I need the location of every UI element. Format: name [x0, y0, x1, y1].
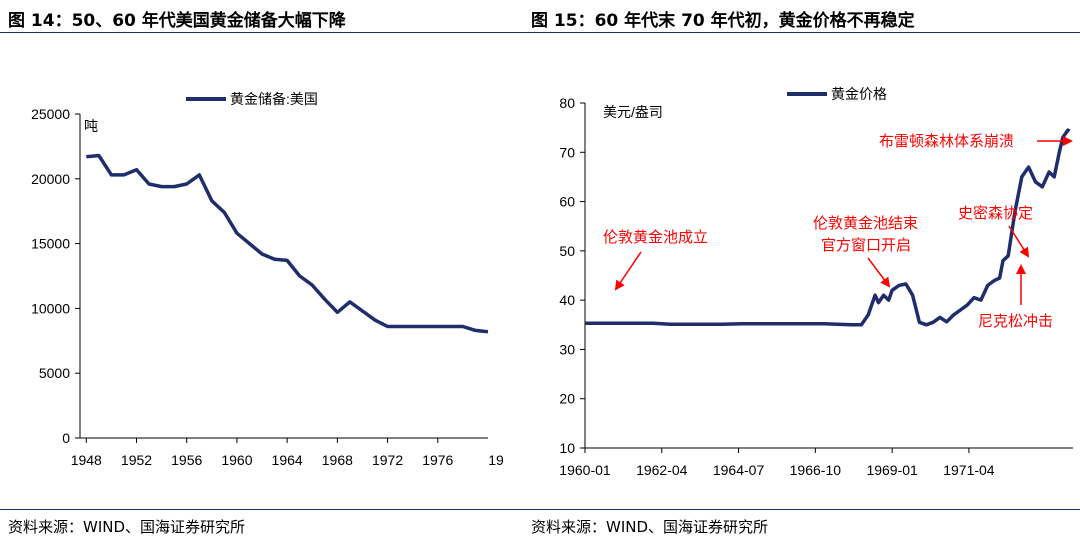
right-legend: 黄金价格: [787, 86, 887, 102]
left-y-tick-label: 15000: [31, 236, 70, 252]
right-axes: 10 20 30 40 50 60 70 80 1960-01 1962-04 1964-07 196…: [559, 95, 1073, 478]
left-y-tick-label: 10000: [31, 300, 70, 316]
annotation-london-pool-end: 伦敦黄金池结束: [813, 214, 918, 232]
right-x-tick-label: 1969-01: [866, 462, 918, 478]
arrow-london-pool-start: [614, 251, 642, 291]
right-figure-title: 图 15：60 年代末 70 年代初，黄金价格不再稳定: [531, 11, 915, 31]
annotation-nixon-shock: 尼克松冲击: [978, 312, 1053, 330]
right-y-tick-label: 40: [559, 292, 575, 308]
left-legend: 黄金储备:美国: [186, 91, 318, 107]
annotation-official-window: 官方窗口开启: [821, 236, 911, 254]
left-axes: 0 5000 10000 15000 20000 25000 1948 1952 1956 196…: [31, 106, 504, 468]
left-x-tick-label: 1964: [272, 452, 303, 468]
right-y-tick-label: 20: [559, 391, 575, 407]
left-x-tick-label: 19: [488, 452, 504, 468]
right-x-tick-label: 1964-07: [713, 462, 765, 478]
gold-reserve-chart: 0 5000 10000 15000 20000 25000 1948 1952 1956 196…: [31, 91, 504, 468]
gold-price-chart: 10 20 30 40 50 60 70 80 1960-01 1962-04 1964-07 196…: [559, 86, 1073, 478]
annotation-bretton-woods-collapse: 布雷顿森林体系崩溃: [879, 132, 1014, 150]
left-legend-label: 黄金储备:美国: [230, 91, 318, 107]
left-x-tick-label: 1960: [221, 452, 252, 468]
left-x-tick-label: 1948: [71, 452, 102, 468]
right-y-tick-label: 60: [559, 194, 575, 210]
right-x-tick-label: 1966-10: [790, 462, 842, 478]
left-x-tick-label: 1956: [171, 452, 202, 468]
left-x-tick-label: 1968: [322, 452, 353, 468]
right-y-tick-label: 50: [559, 243, 575, 259]
left-figure: 图 14：50、60 年代美国黄金储备大幅下降 0 5000 10000 15000 2…: [0, 0, 530, 543]
right-marks: [584, 128, 1071, 327]
arrow-smithsonian: [1008, 225, 1030, 258]
right-y-tick-label: 30: [559, 341, 575, 357]
arrow-london-pool-end: [867, 257, 891, 288]
right-y-tick-label: 70: [559, 144, 575, 160]
left-title-rule: [0, 32, 530, 33]
annotation-smithsonian: 史密森协定: [958, 204, 1033, 222]
left-y-tick-label: 0: [62, 430, 70, 446]
left-x-tick-label: 1972: [372, 452, 403, 468]
right-x-tick-label: 1960-01: [559, 462, 611, 478]
left-marks: [86, 153, 489, 334]
left-y-tick-label: 25000: [31, 106, 70, 122]
left-y-tick-label: 20000: [31, 171, 70, 187]
left-series-line: [86, 153, 489, 334]
left-figure-title: 图 14：50、60 年代美国黄金储备大幅下降: [8, 11, 346, 31]
left-x-tick-label: 1952: [121, 452, 152, 468]
right-unit-label: 美元/盎司: [603, 104, 663, 120]
right-x-tick-label: 1962-04: [636, 462, 688, 478]
right-figure: 图 15：60 年代末 70 年代初，黄金价格不再稳定 10 20 30 40 50 60…: [523, 0, 1080, 543]
left-x-tick-label: 1976: [422, 452, 453, 468]
left-y-tick-label: 5000: [39, 365, 70, 381]
right-source: 资料来源：WIND、国海证券研究所: [531, 518, 769, 536]
right-source-rule: [523, 509, 1080, 510]
right-y-tick-label: 80: [559, 95, 575, 111]
right-y-tick-label: 10: [559, 440, 575, 456]
annotations: 伦敦黄金池成立 伦敦黄金池结束 官方窗口开启 史密森协定 尼克松冲击 布雷顿森林…: [603, 132, 1073, 330]
right-title-rule: [523, 32, 1080, 33]
left-source: 资料来源：WIND、国海证券研究所: [8, 518, 246, 536]
left-source-rule: [0, 509, 530, 510]
annotation-london-pool-start: 伦敦黄金池成立: [603, 228, 708, 246]
right-legend-label: 黄金价格: [831, 86, 887, 102]
right-x-tick-label: 1971-04: [943, 462, 995, 478]
left-unit-label: 吨: [84, 118, 98, 134]
